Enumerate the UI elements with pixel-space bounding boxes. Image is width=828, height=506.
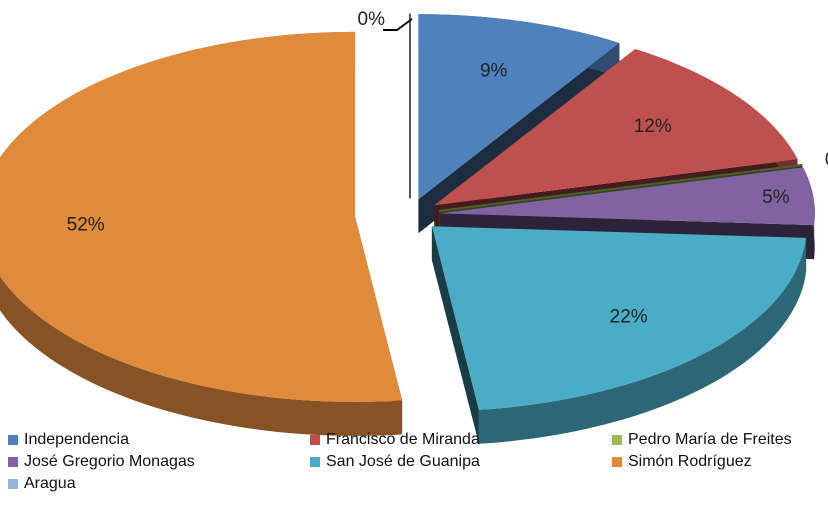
data-label: 9% [480,60,508,81]
data-label: 12% [634,116,672,137]
data-label: 22% [610,306,648,327]
legend-swatch [8,435,18,445]
pie-slice [439,167,815,226]
legend-swatch [8,479,18,489]
legend-label: Francisco de Miranda [326,431,480,448]
legend-swatch [612,457,622,467]
legend-label: Aragua [24,475,76,492]
slice-wall [431,226,479,444]
legend-label: San José de Guanipa [326,453,480,470]
data-labels: 9% 12% 0% 5% 22% 52% 0% [67,9,828,327]
legend-label: José Gregorio Monagas [24,453,195,470]
legend-swatch [310,457,320,467]
leader-line [383,18,413,31]
pie-tops [0,13,815,410]
legend-label: Independencia [24,431,129,448]
slice-side [478,237,807,444]
pie-slice [0,31,403,402]
legend: Independencia Francisco de Miranda Pedro M… [8,431,792,492]
data-label: 0% [358,9,386,30]
pie-slice [434,49,798,206]
legend-label: Pedro María de Freites [628,431,792,448]
pie-slice [438,163,803,212]
legend-swatch [612,435,622,445]
legend-label: Simón Rodríguez [628,453,752,470]
legend-swatch [8,457,18,467]
legend-swatch [310,435,320,445]
pie-slice [418,14,620,200]
data-label: 5% [762,187,790,208]
pie-slice [431,226,807,410]
data-label: 0% [825,149,828,170]
data-label: 52% [67,214,105,235]
